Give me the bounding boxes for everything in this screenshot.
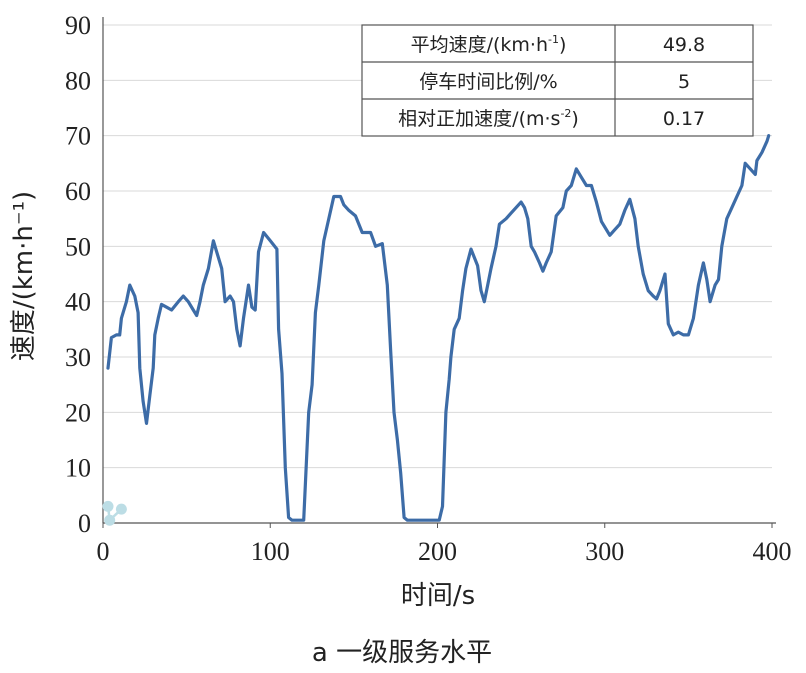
x-tick-label: 300 — [585, 537, 624, 566]
stats-label-sup: -1 — [548, 33, 559, 46]
y-tick-label: 80 — [65, 66, 91, 95]
y-axis-title: 速度/(km·h⁻¹) — [9, 191, 39, 361]
series-line — [106, 134, 771, 522]
x-tick-label: 200 — [418, 537, 457, 566]
stats-value: 5 — [678, 71, 690, 93]
stats-label: 停车时间比例/% — [419, 71, 557, 93]
stats-label-text: 停车时间比例/% — [419, 71, 557, 93]
marker-layer — [102, 500, 127, 526]
figure-caption: a 一级服务水平 — [312, 638, 492, 668]
x-tick-label: 400 — [753, 537, 792, 566]
y-tick-label: 0 — [78, 509, 91, 538]
stats-table: 平均速度/(km·h-1) 49.8 停车时间比例/% 5 相对正加速度/(m·s-2)… — [361, 24, 754, 137]
stats-table-frame — [361, 24, 754, 137]
x-tick-labels: 0 100 200 300 400 — [97, 523, 792, 566]
y-tick-label: 20 — [65, 398, 91, 427]
stats-label-sup: -2 — [560, 107, 571, 120]
stats-label-suffix: ) — [559, 34, 566, 56]
y-tick-label: 30 — [65, 343, 91, 372]
marker-point — [115, 503, 127, 515]
stats-label-text: 平均速度/(km·h — [411, 34, 548, 56]
y-tick-label: 50 — [65, 232, 91, 261]
x-tick-label: 100 — [251, 537, 290, 566]
x-tick-label: 0 — [97, 537, 110, 566]
stats-value: 0.17 — [663, 108, 705, 130]
y-tick-label: 90 — [65, 11, 91, 40]
y-tick-label: 60 — [65, 177, 91, 206]
marker-point — [104, 514, 116, 526]
axes — [102, 17, 776, 524]
y-tick-labels: 0 10 20 30 40 50 60 70 80 90 — [65, 11, 91, 538]
series-layer — [106, 134, 771, 522]
marker-point — [102, 500, 114, 512]
y-tick-label: 40 — [65, 288, 91, 317]
stats-value: 49.8 — [663, 34, 705, 56]
stats-label-suffix: ) — [571, 108, 578, 130]
y-tick-label: 70 — [65, 122, 91, 151]
y-tick-label: 10 — [65, 454, 91, 483]
x-axis-title: 时间/s — [401, 581, 475, 611]
stats-label-text: 相对正加速度/(m·s — [398, 108, 560, 130]
stats-label: 相对正加速度/(m·s-2) — [398, 107, 579, 130]
stats-label: 平均速度/(km·h-1) — [411, 33, 567, 56]
